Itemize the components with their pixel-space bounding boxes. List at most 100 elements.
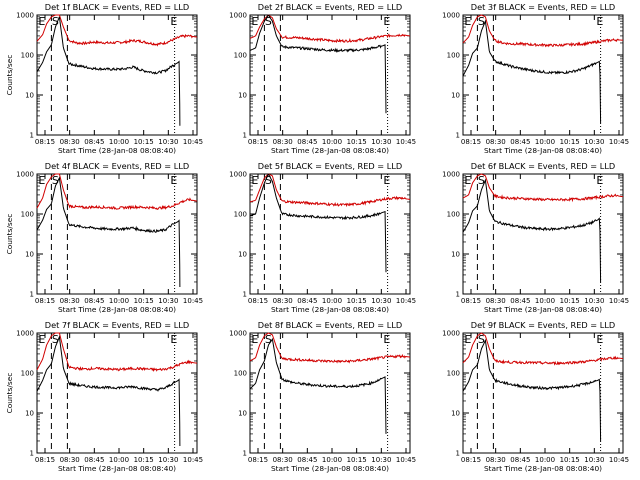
x-tick-label: 10:45: [183, 138, 203, 146]
y-tick-label: 1000: [16, 330, 34, 338]
y-tick-label: 100: [234, 211, 247, 219]
series-line: [36, 173, 198, 210]
y-tick-label: 10: [25, 92, 34, 100]
y-tick-label: 1: [243, 291, 247, 299]
x-tick-label: 10:30: [158, 456, 178, 464]
y-tick-label: 1: [243, 450, 247, 458]
x-tick-label: 08:45: [297, 297, 317, 305]
chart-panel: Det 8f BLACK = Events, RED = LLD 1 10 100 10…: [229, 320, 416, 473]
y-axis-label: Counts/sec: [5, 214, 14, 255]
x-axis-label: Start Time (28-Jan-08 08:08:40): [58, 464, 176, 473]
y-tick-label: 1000: [442, 330, 460, 338]
x-tick-label: 08:15: [248, 138, 268, 146]
y-tick-label: 10: [25, 251, 34, 259]
y-axis-label: Counts/sec: [5, 373, 14, 414]
chart-panel: Det 1f BLACK = Events, RED = LLD 1 10 100 10…: [5, 2, 203, 155]
series-line: [36, 14, 198, 47]
x-tick-label: 10:15: [560, 297, 580, 305]
x-tick-label: 08:30: [486, 456, 506, 464]
y-tick-label: 1000: [442, 171, 460, 179]
chart-panel: Det 6f BLACK = Events, RED = LLD 1 10 100 10…: [442, 161, 629, 314]
x-tick-label: 10:15: [134, 138, 154, 146]
interval-marker: E: [38, 15, 45, 28]
interval-marker: S: [52, 174, 59, 187]
x-tick-label: 10:30: [584, 456, 604, 464]
interval-marker: E: [251, 174, 258, 187]
y-tick-label: 100: [234, 370, 247, 378]
x-tick-label: 10:00: [322, 456, 342, 464]
y-tick-label: 10: [451, 410, 460, 418]
x-axis-label: Start Time (28-Jan-08 08:08:40): [271, 305, 389, 314]
y-tick-label: 100: [21, 52, 34, 60]
x-tick-label: 10:30: [158, 297, 178, 305]
interval-marker: E: [170, 333, 177, 346]
y-axis-label: Counts/sec: [5, 55, 14, 96]
y-tick-label: 1: [30, 132, 34, 140]
x-tick-label: 08:30: [60, 456, 80, 464]
x-tick-label: 10:45: [609, 138, 629, 146]
x-axis-label: Start Time (28-Jan-08 08:08:40): [58, 146, 176, 155]
x-tick-label: 10:00: [535, 138, 555, 146]
chart-title: Det 2f BLACK = Events, RED = LLD: [258, 2, 402, 12]
x-tick-label: 10:00: [322, 297, 342, 305]
x-tick-label: 08:15: [461, 138, 481, 146]
interval-marker: E: [464, 333, 471, 346]
y-tick-label: 1: [456, 132, 460, 140]
y-tick-label: 10: [238, 251, 247, 259]
x-tick-label: 10:30: [584, 297, 604, 305]
x-tick-label: 08:45: [84, 297, 104, 305]
x-tick-label: 10:15: [347, 456, 367, 464]
x-axis-label: Start Time (28-Jan-08 08:08:40): [58, 305, 176, 314]
y-tick-label: 100: [447, 370, 460, 378]
interval-marker: S: [478, 333, 485, 346]
chart-panel: Det 5f BLACK = Events, RED = LLD 1 10 100 10…: [229, 161, 416, 314]
x-tick-label: 10:30: [158, 138, 178, 146]
x-tick-label: 08:30: [273, 456, 293, 464]
series-line: [249, 332, 411, 364]
chart-title: Det 9f BLACK = Events, RED = LLD: [471, 320, 615, 330]
chart-title: Det 4f BLACK = Events, RED = LLD: [45, 161, 189, 171]
chart-title: Det 6f BLACK = Events, RED = LLD: [471, 161, 615, 171]
series-line: [249, 173, 387, 273]
interval-marker: E: [38, 333, 45, 346]
x-tick-label: 08:45: [297, 138, 317, 146]
x-tick-label: 10:00: [109, 456, 129, 464]
x-tick-label: 10:30: [584, 138, 604, 146]
x-tick-label: 10:15: [347, 138, 367, 146]
x-axis-label: Start Time (28-Jan-08 08:08:40): [484, 146, 602, 155]
series-line: [36, 176, 181, 287]
x-tick-label: 10:45: [183, 297, 203, 305]
series-line: [249, 14, 387, 114]
x-tick-label: 10:45: [396, 297, 416, 305]
x-tick-label: 08:15: [461, 456, 481, 464]
chart-panel: Det 3f BLACK = Events, RED = LLD 1 10 100 10…: [442, 2, 629, 155]
x-tick-label: 10:00: [322, 138, 342, 146]
interval-marker: E: [464, 174, 471, 187]
series-line: [249, 173, 411, 208]
series-line: [462, 332, 624, 366]
plot-frame: [36, 14, 198, 136]
x-tick-label: 08:15: [35, 456, 55, 464]
interval-marker: S: [478, 174, 485, 187]
x-tick-label: 10:30: [371, 138, 391, 146]
chart-title: Det 1f BLACK = Events, RED = LLD: [45, 2, 189, 12]
y-tick-label: 1: [456, 291, 460, 299]
y-tick-label: 1000: [229, 171, 247, 179]
chart-panel: Det 7f BLACK = Events, RED = LLD 1 10 100 10…: [5, 320, 203, 473]
x-tick-label: 08:15: [35, 297, 55, 305]
interval-marker: S: [478, 15, 485, 28]
series-line: [249, 14, 411, 43]
y-tick-label: 1000: [16, 12, 34, 20]
interval-marker: E: [38, 174, 45, 187]
x-tick-label: 08:45: [84, 456, 104, 464]
x-tick-label: 08:30: [60, 138, 80, 146]
x-tick-label: 08:45: [510, 297, 530, 305]
y-tick-label: 1000: [16, 171, 34, 179]
x-tick-label: 10:45: [609, 456, 629, 464]
y-tick-label: 10: [451, 251, 460, 259]
interval-marker: S: [265, 15, 272, 28]
x-tick-label: 10:00: [109, 297, 129, 305]
x-tick-label: 10:45: [183, 456, 203, 464]
chart-title: Det 8f BLACK = Events, RED = LLD: [258, 320, 402, 330]
